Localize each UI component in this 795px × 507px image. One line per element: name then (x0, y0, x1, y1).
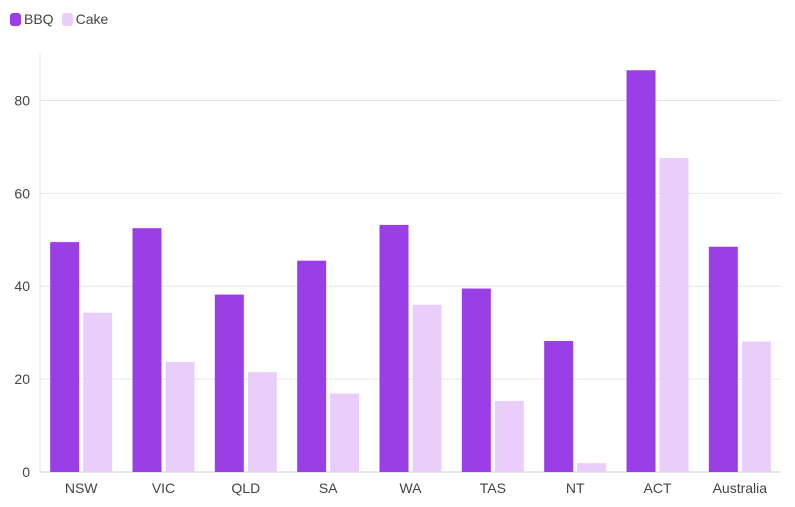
legend-swatch-cake (61, 12, 73, 26)
y-tick-label-40: 40 (14, 278, 30, 294)
legend-item-cake[interactable]: Cake (61, 11, 109, 27)
bar-cake-wa (412, 304, 442, 472)
y-tick-label-80: 80 (14, 92, 30, 108)
bar-cake-nt (577, 463, 607, 472)
x-tick-label-act: ACT (644, 480, 672, 496)
legend-item-bbq[interactable]: BBQ (10, 11, 54, 27)
y-tick-label-60: 60 (14, 185, 30, 201)
y-tick-label-20: 20 (14, 371, 30, 387)
x-tick-label-sa: SA (319, 480, 338, 496)
y-tick-label-0: 0 (22, 464, 30, 480)
x-tick-label-australia: Australia (713, 480, 768, 496)
bar-bbq-australia (708, 246, 738, 472)
bar-bbq-nsw (50, 242, 80, 472)
legend-swatch-bbq (10, 12, 21, 26)
bar-bbq-sa (297, 260, 327, 472)
legend: BBQ Cake (10, 11, 108, 27)
bar-bbq-act (626, 70, 656, 472)
x-tick-label-vic: VIC (152, 480, 175, 496)
bar-bbq-qld (214, 294, 244, 472)
x-tick-label-nt: NT (566, 480, 585, 496)
bar-bbq-nt (544, 341, 574, 472)
bar-cake-tas (494, 400, 524, 472)
bar-cake-nsw (83, 312, 113, 472)
bar-cake-australia (741, 341, 771, 472)
x-tick-label-qld: QLD (231, 480, 260, 496)
x-tick-label-tas: TAS (480, 480, 506, 496)
bar-bbq-vic (132, 228, 162, 472)
x-tick-label-wa: WA (399, 480, 422, 496)
bar-bbq-tas (461, 288, 491, 472)
legend-label-bbq: BBQ (24, 11, 54, 27)
bar-cake-vic (165, 361, 195, 472)
bar-cake-qld (247, 372, 277, 472)
bar-cake-act (659, 158, 689, 472)
legend-label-cake: Cake (75, 11, 109, 27)
bar-bbq-wa (379, 224, 409, 472)
x-tick-label-nsw: NSW (65, 480, 98, 496)
bar-cake-sa (330, 393, 360, 472)
